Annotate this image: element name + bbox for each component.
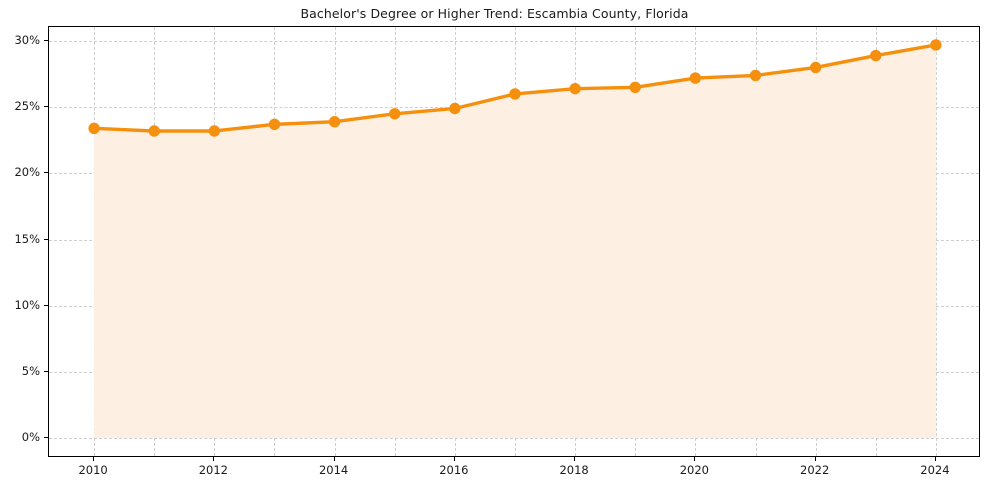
y-tick-label: 0% xyxy=(21,430,40,444)
gridline-vertical xyxy=(935,27,937,456)
data-point-marker xyxy=(629,81,641,94)
gridline-horizontal xyxy=(49,41,979,42)
plot-area xyxy=(48,26,980,457)
x-tick-mark xyxy=(694,457,696,461)
data-point-marker xyxy=(509,88,521,100)
x-tick-mark xyxy=(213,457,215,461)
y-tick-label: 15% xyxy=(14,231,40,246)
data-point-marker xyxy=(268,118,281,131)
chart-title: Bachelor's Degree or Higher Trend: Escam… xyxy=(300,6,689,21)
x-tick-label: 2022 xyxy=(800,463,830,477)
x-tick-mark xyxy=(574,457,576,461)
data-point-marker xyxy=(569,82,581,95)
x-tick-mark xyxy=(453,457,455,461)
x-tick-label: 2024 xyxy=(920,463,950,477)
data-point-marker xyxy=(870,49,882,62)
data-point-marker xyxy=(88,122,100,135)
x-tick-mark xyxy=(814,457,816,461)
x-tick-mark xyxy=(934,457,936,461)
y-tick-label: 5% xyxy=(21,363,40,378)
data-series-layer xyxy=(88,39,942,438)
data-point-marker xyxy=(148,125,160,137)
data-point-marker xyxy=(449,102,461,115)
x-tick-mark xyxy=(333,457,335,461)
y-tick-label: 20% xyxy=(14,165,40,180)
x-tick-label: 2018 xyxy=(559,463,589,477)
data-point-marker xyxy=(809,61,822,74)
data-point-marker xyxy=(389,108,401,120)
area-fill xyxy=(94,44,936,438)
data-point-marker xyxy=(749,69,762,82)
data-point-marker xyxy=(689,72,702,84)
y-tick-label: 30% xyxy=(14,33,40,47)
x-tick-label: 2014 xyxy=(318,463,349,477)
x-tick-label: 2012 xyxy=(198,463,228,477)
x-tick-label: 2010 xyxy=(78,463,108,477)
gridline-horizontal xyxy=(49,438,979,439)
y-tick-label: 25% xyxy=(14,99,40,114)
x-tick-mark xyxy=(93,457,95,461)
x-tick-label: 2020 xyxy=(679,463,710,477)
data-point-marker xyxy=(328,116,341,128)
y-tick-label: 10% xyxy=(14,297,40,312)
data-point-marker xyxy=(930,39,942,51)
data-point-marker xyxy=(208,125,221,137)
x-tick-label: 2016 xyxy=(439,463,469,477)
data-point-markers xyxy=(88,39,942,137)
